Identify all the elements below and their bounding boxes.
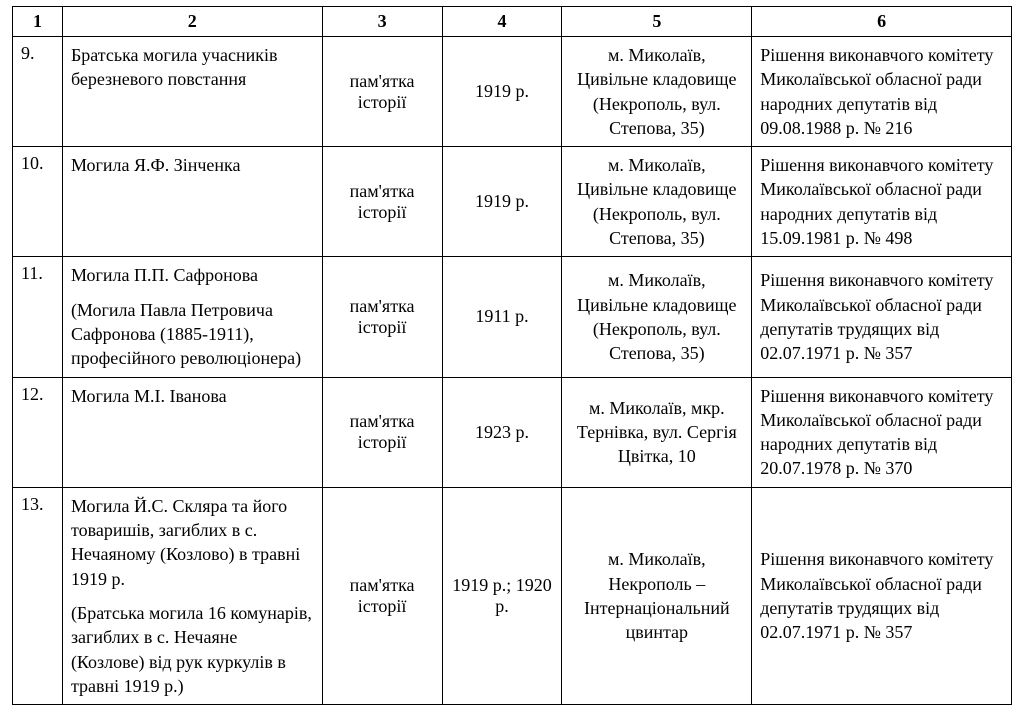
cell-type: пам'ятка історії [322, 147, 442, 257]
name-primary: Могила М.І. Іванова [71, 386, 227, 406]
cell-location: м. Миколаїв, мкр. Тернівка, вул. Сергія … [562, 377, 752, 487]
header-row: 1 2 3 4 5 6 [13, 7, 1012, 37]
cell-decision: Рішення виконавчого комітету Миколаївськ… [752, 257, 1012, 377]
header-cell-6: 6 [752, 7, 1012, 37]
cell-decision: Рішення виконавчого комітету Миколаївськ… [752, 37, 1012, 147]
table-row: 9. Братська могила учасників березневого… [13, 37, 1012, 147]
table-body: 9. Братська могила учасників березневого… [13, 37, 1012, 705]
cell-decision: Рішення виконавчого комітету Миколаївськ… [752, 147, 1012, 257]
cell-date: 1919 р.; 1920 р. [442, 487, 562, 704]
header-cell-1: 1 [13, 7, 63, 37]
cell-decision: Рішення виконавчого комітету Миколаївськ… [752, 377, 1012, 487]
cell-decision: Рішення виконавчого комітету Миколаївськ… [752, 487, 1012, 704]
table-row: 10. Могила Я.Ф. Зінченка пам'ятка історі… [13, 147, 1012, 257]
cell-date: 1911 р. [442, 257, 562, 377]
cell-name: Могила Й.С. Скляра та його товаришів, за… [62, 487, 322, 704]
cell-name: Могила М.І. Іванова [62, 377, 322, 487]
cell-date: 1923 р. [442, 377, 562, 487]
cell-type: пам'ятка історії [322, 487, 442, 704]
name-primary: Могила Я.Ф. Зінченка [71, 155, 241, 175]
name-secondary: (Братська могила 16 комунарів, загиблих … [71, 601, 314, 698]
header-cell-3: 3 [322, 7, 442, 37]
cell-number: 10. [13, 147, 63, 257]
cell-date: 1919 р. [442, 147, 562, 257]
cell-location: м. Миколаїв, Цивільне кладовище (Некропо… [562, 257, 752, 377]
cell-location: м. Миколаїв, Цивільне кладовище (Некропо… [562, 147, 752, 257]
cell-number: 11. [13, 257, 63, 377]
header-cell-2: 2 [62, 7, 322, 37]
cell-type: пам'ятка історії [322, 37, 442, 147]
cell-type: пам'ятка історії [322, 377, 442, 487]
cell-name: Могила П.П. Сафронова (Могила Павла Петр… [62, 257, 322, 377]
header-cell-5: 5 [562, 7, 752, 37]
cell-type: пам'ятка історії [322, 257, 442, 377]
name-secondary: (Могила Павла Петровича Сафронова (1885-… [71, 298, 314, 371]
cell-name: Могила Я.Ф. Зінченка [62, 147, 322, 257]
name-primary: Могила П.П. Сафронова [71, 265, 258, 285]
cell-number: 13. [13, 487, 63, 704]
table-row: 13. Могила Й.С. Скляра та його товаришів… [13, 487, 1012, 704]
cell-number: 9. [13, 37, 63, 147]
cell-date: 1919 р. [442, 37, 562, 147]
name-primary: Могила Й.С. Скляра та його товаришів, за… [71, 496, 300, 589]
table-row: 11. Могила П.П. Сафронова (Могила Павла … [13, 257, 1012, 377]
cell-location: м. Миколаїв, Некрополь – Інтернаціональн… [562, 487, 752, 704]
monuments-table: 1 2 3 4 5 6 9. Братська могила учасників… [12, 6, 1012, 705]
cell-location: м. Миколаїв, Цивільне кладовище (Некропо… [562, 37, 752, 147]
cell-number: 12. [13, 377, 63, 487]
table-header: 1 2 3 4 5 6 [13, 7, 1012, 37]
header-cell-4: 4 [442, 7, 562, 37]
name-primary: Братська могила учасників березневого по… [71, 45, 278, 89]
page-container: 1 2 3 4 5 6 9. Братська могила учасників… [0, 0, 1024, 717]
cell-name: Братська могила учасників березневого по… [62, 37, 322, 147]
table-row: 12. Могила М.І. Іванова пам'ятка історії… [13, 377, 1012, 487]
